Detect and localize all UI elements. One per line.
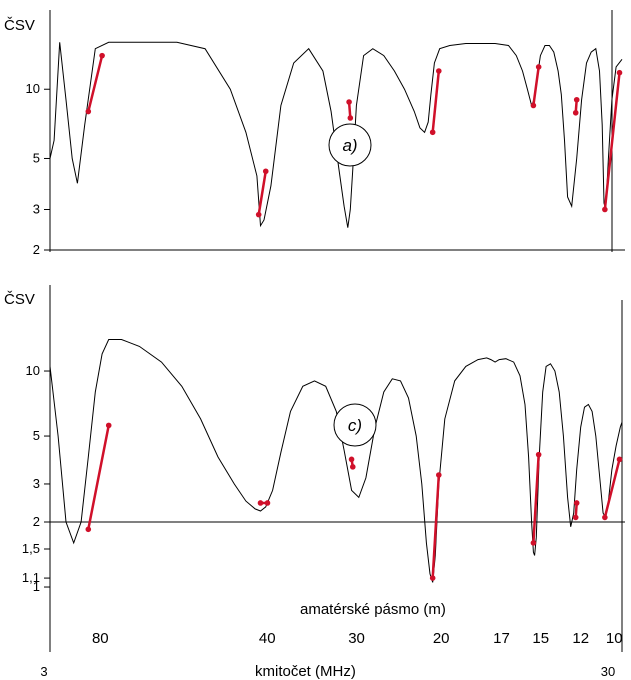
band-label: 10	[606, 630, 623, 647]
band-edge-dot	[85, 527, 91, 533]
band-segment	[533, 67, 538, 106]
band-label: 40	[259, 630, 276, 647]
band-axis-caption: amatérské pásmo (m)	[300, 601, 446, 618]
band-edge-dot	[536, 452, 542, 458]
y-tick-label: 5	[33, 150, 40, 165]
band-edge-dot	[346, 99, 352, 105]
band-edge-dot	[436, 68, 442, 74]
band-edge-dot	[265, 500, 271, 506]
band-edge-dot	[602, 207, 608, 213]
band-edge-dot	[531, 540, 537, 546]
panel-c-ylabel: ČSV	[4, 291, 35, 308]
band-label: 17	[493, 630, 510, 647]
band-edge-dot	[430, 129, 436, 135]
band-segment	[433, 71, 439, 132]
band-edge-dot	[531, 103, 537, 109]
band-edge-dot	[617, 70, 623, 76]
panel-a-ylabel: ČSV	[4, 17, 35, 34]
band-edge-dot	[573, 110, 579, 116]
band-label: 12	[572, 630, 589, 647]
band-labels: 80 40 30 20 17 15 12 10	[92, 630, 623, 647]
panel-c-tag: c)	[348, 416, 362, 435]
band-edge-dot	[574, 500, 580, 506]
y-tick-label: 2	[33, 514, 40, 529]
y-tick-label: 3	[33, 476, 40, 491]
band-edge-dot	[536, 64, 542, 70]
y-tick-label: 1	[33, 579, 40, 594]
band-edge-dot	[106, 423, 112, 429]
band-edge-dot	[573, 515, 579, 521]
band-segment	[88, 425, 108, 529]
band-edge-dot	[602, 515, 608, 521]
band-edge-dot	[348, 115, 354, 121]
band-edge-dot	[349, 457, 355, 463]
band-edge-dot	[263, 168, 269, 174]
band-segment	[259, 171, 266, 214]
band-edge-dot	[617, 457, 623, 463]
band-segment	[433, 475, 439, 578]
band-edge-dot	[258, 500, 264, 506]
band-edge-dot	[436, 472, 442, 478]
band-edge-dot	[99, 53, 105, 59]
y-tick-label: 2	[33, 242, 40, 257]
x-axis-label: kmitočet (MHz)	[255, 663, 356, 680]
y-tick-label: 5	[33, 428, 40, 443]
band-label: 20	[433, 630, 450, 647]
band-edge-dot	[574, 97, 580, 103]
band-edge-dot	[85, 109, 91, 115]
band-edge-dot	[256, 212, 262, 218]
panel-a-y-ticks: 10 5 3 2	[26, 81, 50, 257]
x-tick-label: 30	[601, 664, 615, 679]
panel-a: ČSV 10 5 3 2 a)	[4, 10, 625, 257]
panel-c-curve	[50, 340, 622, 583]
band-label: 80	[92, 630, 109, 647]
x-tick-label: 3	[40, 664, 47, 679]
band-edge-dot	[350, 464, 356, 470]
band-edge-dot	[430, 575, 436, 581]
y-tick-label: 3	[33, 201, 40, 216]
panel-a-tag: a)	[342, 136, 357, 155]
y-tick-label: 10	[26, 81, 40, 96]
y-tick-label: 1,5	[22, 541, 40, 556]
y-tick-label: 10	[26, 363, 40, 378]
band-label: 30	[348, 630, 365, 647]
band-label: 15	[532, 630, 549, 647]
